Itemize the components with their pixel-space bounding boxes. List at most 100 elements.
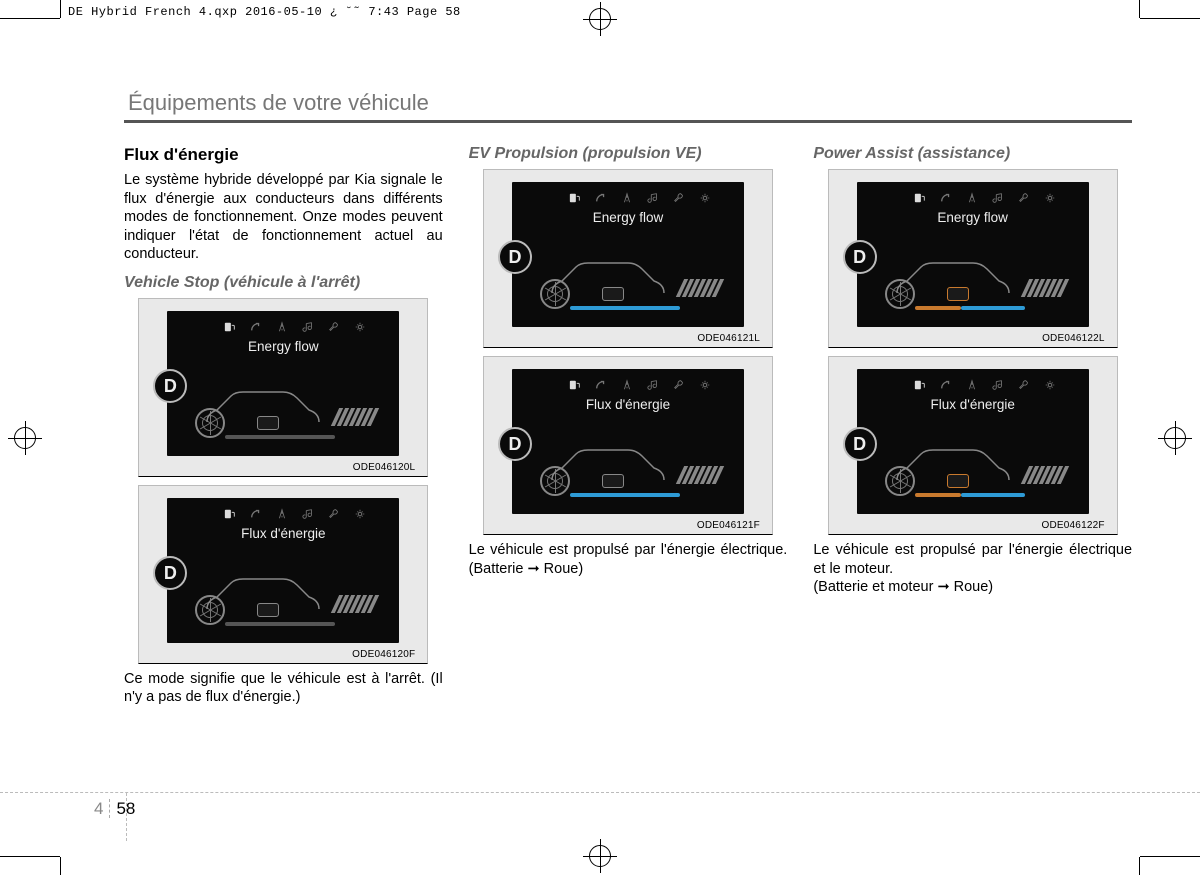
figure-box: Flux d'énergie D ODE046122F [828, 356, 1118, 535]
flow-pipe-engine [915, 306, 961, 310]
battery-icon [1020, 466, 1068, 484]
road-icon [275, 508, 289, 520]
figure-box: Flux d'énergie D ODE046121F [483, 356, 773, 535]
gear-indicator: D [843, 240, 877, 274]
gear-settings-icon [353, 321, 367, 333]
print-job-header: DE Hybrid French 4.qxp 2016-05-10 ¿ ˘˜ 7… [68, 5, 461, 19]
mode-caption: Le véhicule est propulsé par l'énergie é… [813, 541, 1132, 578]
mode-heading: Power Assist (assistance) [813, 145, 1132, 163]
flow-pipe [315, 435, 335, 439]
turn-icon [939, 192, 953, 204]
dashboard-screen: Energy flow D [857, 182, 1089, 327]
fuel-icon [913, 379, 927, 391]
figure-box: Energy flow D ODE046122L [828, 169, 1118, 348]
energy-flow-diagram [195, 372, 375, 442]
status-icon-row [913, 379, 1057, 391]
registration-mark-icon [583, 839, 617, 873]
dashboard-screen: Flux d'énergie D [857, 369, 1089, 514]
gear-indicator: D [153, 369, 187, 403]
column-1: Flux d'énergie Le système hybride dévelo… [124, 145, 443, 707]
fuel-icon [913, 192, 927, 204]
gear-indicator: D [498, 240, 532, 274]
registration-mark-icon [8, 421, 42, 455]
flow-pipe-engine [915, 493, 961, 497]
energy-flow-diagram [885, 243, 1065, 313]
running-head: Équipements de votre véhicule [124, 90, 1132, 123]
crop-mark [60, 0, 61, 18]
energy-flow-diagram [540, 430, 720, 500]
screen-title: Flux d'énergie [167, 526, 399, 541]
battery-icon [676, 279, 724, 297]
music-icon [646, 379, 660, 391]
road-icon [620, 192, 634, 204]
mode-heading: Vehicle Stop (véhicule à l'arrêt) [124, 274, 443, 292]
figure-box: Energy flow D ODE046121L [483, 169, 773, 348]
turn-icon [594, 192, 608, 204]
status-icon-row [223, 508, 367, 520]
mode-heading: EV Propulsion (propulsion VE) [469, 145, 788, 163]
crop-mark [1139, 0, 1140, 18]
status-icon-rowède [568, 192, 712, 204]
registration-mark-icon [1158, 421, 1192, 455]
flow-pipe [660, 493, 680, 497]
status-icon-row [568, 379, 712, 391]
turn-icon [249, 321, 263, 333]
motor-icon [602, 474, 624, 488]
gear-settings-icon [353, 508, 367, 520]
figure-code: ODE046120F [147, 647, 419, 661]
road-icon [965, 192, 979, 204]
flow-pipe [660, 306, 680, 310]
turn-icon [594, 379, 608, 391]
page-number: 458 [94, 799, 135, 819]
flow-pipe [1005, 306, 1025, 310]
dashboard-screen: Energy flow D [512, 182, 744, 327]
wrench-icon [672, 192, 686, 204]
music-icon [646, 192, 660, 204]
figure-code: ODE046122F [837, 518, 1109, 532]
figure-code: ODE046121L [492, 331, 764, 345]
battery-icon [676, 466, 724, 484]
road-icon [275, 321, 289, 333]
dashboard-screen: Flux d'énergie D [167, 498, 399, 643]
battery-icon [1020, 279, 1068, 297]
crop-mark [0, 18, 60, 19]
screen-title: Flux d'énergie [857, 397, 1089, 412]
wrench-icon [1017, 379, 1031, 391]
crop-mark [1140, 856, 1200, 857]
battery-icon [331, 595, 379, 613]
motor-icon [947, 474, 969, 488]
figure-code: ODE046121F [492, 518, 764, 532]
figure-code: ODE046120L [147, 460, 419, 474]
gear-settings-icon [698, 192, 712, 204]
crop-mark [60, 857, 61, 875]
intro-text: Le système hybride développé par Kia sig… [124, 171, 443, 264]
mode-caption: Le véhicule est propulsé par l'énergie é… [469, 541, 788, 578]
music-icon [991, 192, 1005, 204]
music-icon [301, 508, 315, 520]
mode-caption-line2: (Batterie et moteur ➞ Roue) [813, 578, 1132, 597]
screen-title: Energy flow [512, 210, 744, 225]
wrench-icon [327, 321, 341, 333]
screen-title: Energy flow [167, 339, 399, 354]
flow-pipe [1005, 493, 1025, 497]
screen-title: Energy flow [857, 210, 1089, 225]
dashboard-screen: Energy flow D [167, 311, 399, 456]
fold-dashline [0, 792, 1200, 793]
figure-box: Flux d'énergie D ODE046120F [138, 485, 428, 664]
gear-settings-icon [1043, 379, 1057, 391]
wrench-icon [672, 379, 686, 391]
energy-flow-diagram [540, 243, 720, 313]
crop-mark [1139, 857, 1140, 875]
gear-settings-icon [1043, 192, 1057, 204]
mode-caption: Ce mode signifie que le véhicule est à l… [124, 670, 443, 707]
wrench-icon [1017, 192, 1031, 204]
figure-code: ODE046122L [837, 331, 1109, 345]
turn-icon [939, 379, 953, 391]
registration-mark-icon [583, 2, 617, 36]
status-icon-row [223, 321, 367, 333]
dashboard-screen: Flux d'énergie D [512, 369, 744, 514]
gear-settings-icon [698, 379, 712, 391]
energy-flow-diagram [195, 559, 375, 629]
column-3: Power Assist (assistance) Energy flow D [813, 145, 1132, 707]
motor-icon [947, 287, 969, 301]
